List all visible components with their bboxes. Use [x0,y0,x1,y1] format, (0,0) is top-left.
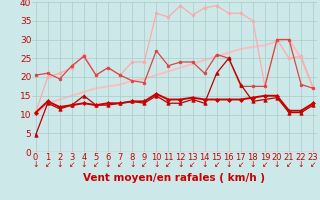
Text: ↓: ↓ [57,160,63,169]
Text: ↓: ↓ [226,160,232,169]
Text: ↓: ↓ [201,160,208,169]
Text: ↓: ↓ [153,160,159,169]
Text: ↙: ↙ [262,160,268,169]
Text: ↙: ↙ [213,160,220,169]
Text: ↓: ↓ [81,160,87,169]
Text: ↓: ↓ [298,160,304,169]
Text: ↙: ↙ [141,160,148,169]
Text: ↙: ↙ [117,160,123,169]
X-axis label: Vent moyen/en rafales ( km/h ): Vent moyen/en rafales ( km/h ) [84,173,265,183]
Text: ↓: ↓ [177,160,184,169]
Text: ↙: ↙ [189,160,196,169]
Text: ↙: ↙ [286,160,292,169]
Text: ↙: ↙ [165,160,172,169]
Text: ↓: ↓ [32,160,39,169]
Text: ↙: ↙ [44,160,51,169]
Text: ↓: ↓ [129,160,135,169]
Text: ↓: ↓ [274,160,280,169]
Text: ↙: ↙ [237,160,244,169]
Text: ↓: ↓ [250,160,256,169]
Text: ↙: ↙ [68,160,75,169]
Text: ↙: ↙ [310,160,316,169]
Text: ↓: ↓ [105,160,111,169]
Text: ↙: ↙ [93,160,99,169]
